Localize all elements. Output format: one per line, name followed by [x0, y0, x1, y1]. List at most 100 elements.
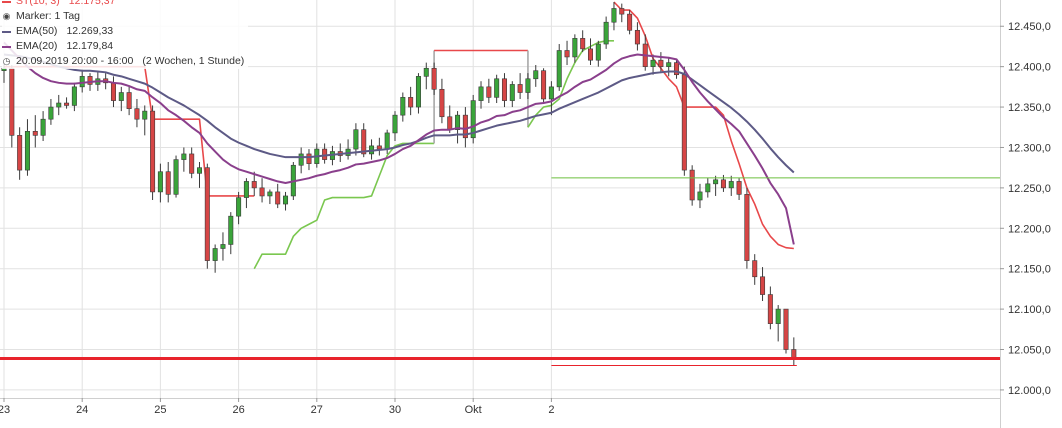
y-tick-label: 12.150,0 — [1008, 264, 1051, 276]
candle — [705, 178, 711, 198]
candle-body — [150, 110, 156, 193]
candle — [533, 65, 539, 87]
candle — [384, 129, 390, 154]
candle-body — [298, 153, 304, 166]
candle — [134, 98, 140, 128]
candle-body — [767, 294, 773, 324]
candle — [9, 65, 15, 148]
candle — [572, 34, 578, 63]
candle-body — [110, 82, 116, 101]
y-tick-label: 12.100,0 — [1008, 304, 1051, 316]
candle-body — [697, 191, 703, 201]
candle — [17, 127, 23, 180]
candle-body — [400, 97, 406, 116]
candle — [666, 56, 672, 77]
ema20-name: EMA(20) — [16, 40, 58, 52]
candle-body — [189, 153, 195, 174]
candle-body — [165, 171, 171, 195]
candle — [587, 38, 593, 66]
candle-body — [713, 179, 719, 185]
y-axis-panel — [1000, 0, 1062, 428]
ema20-value: 12.179,84 — [66, 40, 114, 52]
candle — [658, 52, 664, 74]
x-tick-label: 23 — [0, 404, 10, 416]
legend-marker: ◉ Marker: 1 Tag — [2, 9, 244, 24]
candle-body — [267, 191, 273, 197]
horizontal-levels: 12.262,412.038,9 — [0, 168, 1062, 368]
candle — [283, 191, 289, 211]
candle — [228, 212, 234, 255]
candle-body — [48, 106, 54, 120]
candle — [79, 70, 85, 93]
candle-body — [470, 100, 476, 139]
candle-body — [173, 159, 179, 195]
candle — [736, 178, 742, 200]
candle-body — [212, 248, 218, 261]
candle — [541, 68, 547, 104]
candle-body — [204, 167, 210, 261]
candle — [275, 183, 281, 209]
candle-body — [283, 195, 289, 205]
supertrend-segment — [613, 1, 794, 250]
x-tick-label: 24 — [76, 404, 88, 416]
candle-body — [634, 29, 640, 45]
candle-body — [56, 102, 62, 108]
clock-icon: ◷ — [2, 56, 11, 66]
candle-body — [228, 215, 234, 245]
candle — [150, 105, 156, 200]
candle-body — [376, 145, 382, 150]
candle — [165, 162, 171, 203]
candle-body — [220, 244, 226, 249]
candle-body — [658, 59, 664, 67]
x-tick-label: 25 — [154, 404, 166, 416]
candle-body — [650, 59, 656, 67]
supertrend-name: ST(10, 3) — [16, 0, 60, 7]
candle-body — [587, 48, 593, 61]
candle-body — [408, 97, 414, 108]
ema20-swatch — [2, 45, 11, 48]
candle — [118, 86, 124, 112]
candle — [556, 44, 562, 91]
candle-body — [415, 76, 421, 108]
candle-body — [760, 276, 766, 295]
candle-body — [423, 67, 429, 77]
candle-body — [486, 86, 492, 98]
candle — [478, 81, 484, 109]
supertrend-value: 12.175,37 — [68, 0, 116, 7]
candle — [634, 22, 640, 51]
candle-body — [447, 116, 453, 130]
ema50-name: EMA(50) — [16, 25, 58, 37]
supertrend-segment — [527, 39, 614, 128]
candle — [681, 66, 687, 176]
candle — [760, 267, 766, 302]
legend-supertrend: ST(10, 3) 12.175,37 — [2, 0, 244, 9]
candle-body — [197, 167, 203, 174]
candle — [173, 155, 179, 198]
candle — [595, 40, 601, 67]
candle — [486, 78, 492, 104]
candle — [243, 178, 249, 209]
legend-period: ◷ 20.09.2019 20:00 - 16:00 (2 Wochen, 1 … — [2, 54, 245, 69]
candle — [580, 30, 586, 53]
candle-body — [783, 308, 789, 350]
candle-body — [494, 78, 500, 98]
ema50-value: 12.269,33 — [66, 25, 114, 37]
candle — [494, 74, 500, 104]
candle-body — [71, 86, 77, 106]
candle — [48, 98, 54, 125]
candle — [345, 139, 351, 160]
candle-body — [580, 38, 586, 50]
candle-body — [548, 86, 554, 100]
candle — [439, 78, 445, 124]
candle-body — [87, 76, 93, 85]
candle — [376, 137, 382, 156]
candle — [744, 187, 750, 269]
candle — [251, 171, 257, 196]
candle — [423, 62, 429, 90]
candle-body — [353, 129, 359, 150]
candle — [64, 97, 70, 109]
candle-body — [705, 183, 711, 193]
